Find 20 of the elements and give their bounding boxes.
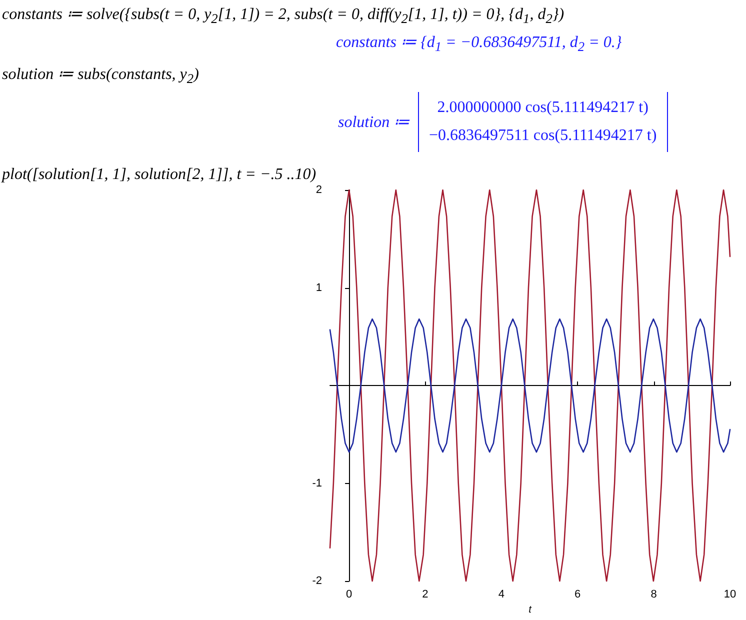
- x-tick-label: 0: [346, 588, 352, 601]
- y-tick-label: -2: [312, 575, 322, 588]
- x-tick-label: 2: [422, 588, 428, 601]
- y-tick-label: 1: [316, 282, 322, 294]
- x-tick-label: 4: [498, 588, 504, 601]
- text: solution ≔ subs(constants, y$_{2}$): [2, 65, 199, 88]
- x-tick-label: 10: [724, 588, 736, 601]
- x-tick-label: 8: [650, 588, 657, 601]
- x-tick-label: 6: [574, 588, 581, 601]
- text: 2.000000000 cos(5.111494217 t): [436, 98, 650, 118]
- line-series: [329, 189, 731, 582]
- text: constants ≔ {d$_{1}$ = −0.6836497511, d$_{2}$ = 0.}: [336, 33, 622, 56]
- text: plot([solution[1, 1], solution[2, 1]], t = −.5 ..10): [2, 166, 316, 184]
- text: solution ≔: [338, 113, 410, 132]
- y-tick-label: 2: [316, 184, 322, 196]
- x-axis-title: t: [528, 604, 533, 616]
- y-tick-label: -1: [312, 477, 322, 490]
- text: −0.6836497511 cos(5.111494217 t): [429, 126, 657, 146]
- text: constants ≔ solve({subs(t = 0, y$_{2}$[1, 1]) = 2, subs(t = 0, diff(y$_{2}$[1, 1], t)) = 0}, {d$_{1}$, d$_{2}$}): [2, 6, 564, 26]
- line-series: [329, 318, 731, 453]
